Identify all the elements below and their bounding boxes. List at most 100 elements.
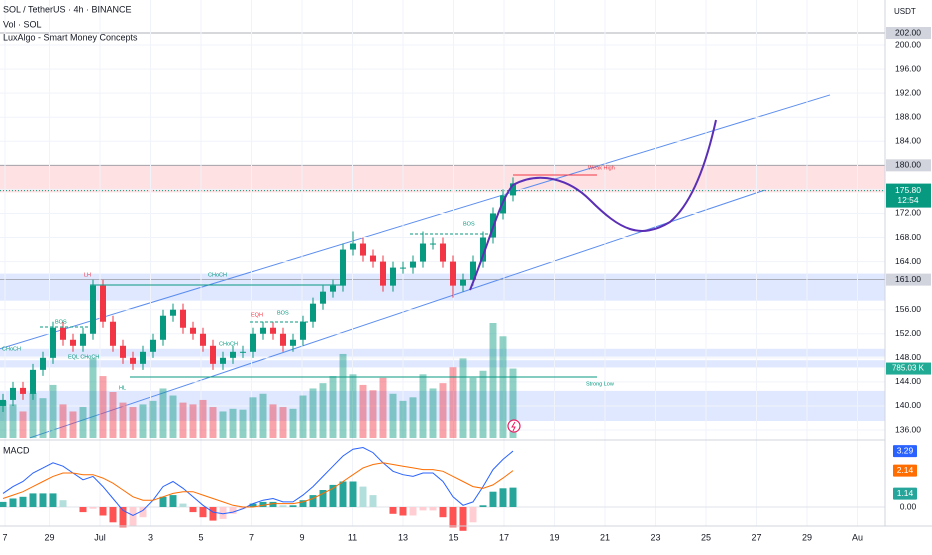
macd-histogram [449, 507, 457, 528]
x-tick-label: Au [852, 532, 863, 542]
macd-histogram [29, 493, 37, 507]
zone [0, 348, 885, 357]
candle-body [440, 243, 446, 262]
channel-line [0, 94, 831, 350]
candle-body [130, 357, 136, 364]
signal-value: 2.14 [897, 465, 914, 475]
volume-bar [169, 395, 177, 438]
macd-histogram [79, 507, 87, 513]
candle-body [410, 261, 416, 268]
macd-histogram [219, 507, 227, 519]
level-badge [886, 159, 931, 172]
candle-body [350, 243, 356, 250]
y-tick-label: 184.00 [895, 136, 921, 146]
annotation: CHoCH [208, 272, 227, 278]
x-tick-label: 19 [549, 532, 559, 542]
level-label: 180.00 [895, 160, 921, 170]
macd-histogram [89, 507, 97, 509]
volume-bar [219, 411, 227, 438]
volume-bar [459, 358, 467, 438]
volume-bar [379, 377, 387, 438]
x-tick-label: 15 [448, 532, 458, 542]
currency: USDT [894, 7, 916, 16]
candle-body [160, 315, 166, 340]
macd-histogram [499, 488, 507, 507]
candle-body [320, 291, 326, 304]
macd-line [2, 446, 514, 517]
volume-bar [109, 392, 117, 438]
macd-histogram [49, 493, 57, 507]
zone [0, 273, 885, 301]
volume-title: Vol · SOL [3, 19, 42, 29]
candle-body [340, 249, 346, 286]
last-price-badge [886, 183, 931, 208]
y-tick-label: 148.00 [895, 352, 921, 362]
volume-bar [299, 395, 307, 438]
y-tick-label: 164.00 [895, 256, 921, 266]
x-tick-label: 23 [650, 532, 660, 542]
y-tick-label: 140.00 [895, 400, 921, 410]
volume-bar [59, 404, 67, 438]
volume [0, 323, 517, 438]
macd-histogram [329, 484, 337, 507]
x-tick-label: 29 [44, 532, 54, 542]
y-tick-label: 172.00 [895, 208, 921, 218]
candle-body [280, 333, 286, 346]
candle-body [240, 351, 246, 353]
level-label: 202.00 [895, 27, 921, 37]
volume-bar [479, 370, 487, 438]
volume-bar [409, 397, 417, 438]
volume-bar [209, 407, 217, 438]
volume-bar [509, 368, 517, 438]
x-tick-label: 7 [249, 532, 254, 542]
macd-histogram [239, 507, 247, 509]
volume-bar [489, 323, 497, 438]
signal-line [2, 462, 514, 508]
volume-bar [0, 400, 7, 438]
candle-body [180, 309, 186, 328]
candle-body [50, 327, 56, 358]
candle-body [170, 309, 176, 316]
grid [0, 0, 885, 526]
volume-bar [439, 383, 447, 438]
candle-body [450, 261, 456, 286]
volume-bar [259, 393, 267, 438]
event-icon[interactable] [507, 419, 521, 433]
volume-bar [389, 393, 397, 438]
annotation: BOS [55, 319, 67, 325]
macd-histogram [489, 491, 497, 507]
annotation: BOS [463, 221, 475, 227]
volume-bar [349, 374, 357, 438]
candle-body [420, 243, 426, 262]
volume-bar [9, 404, 17, 438]
x-tick-label: 17 [499, 532, 509, 542]
candle-body [60, 327, 66, 340]
macd-histogram [469, 507, 477, 523]
macd-histogram [59, 500, 67, 507]
volume-bar [449, 367, 457, 438]
candle-body [230, 351, 236, 358]
volume-bar [69, 411, 77, 438]
signal-badge [893, 464, 917, 477]
candle-body [390, 267, 396, 286]
macd-histogram [419, 507, 427, 511]
annotation: EQH [251, 312, 263, 318]
histogram-value: 1.14 [897, 488, 914, 498]
candle-body [210, 345, 216, 364]
candle-body [470, 261, 476, 280]
volume-bar [179, 402, 187, 438]
macd-histogram [369, 495, 377, 507]
axis-labels: 200.00196.00192.00188.00184.00176.00172.… [2, 27, 931, 542]
macd-histogram [129, 507, 137, 526]
candle-body [90, 285, 96, 334]
y-tick-label: 168.00 [895, 232, 921, 242]
annotation: CHoCH [2, 346, 21, 352]
volume-bar [39, 398, 47, 438]
macd-histogram [179, 503, 187, 507]
annotation: BOS [277, 310, 289, 316]
macd-histogram [199, 507, 207, 518]
candle-body [200, 333, 206, 346]
candle-body [290, 339, 296, 346]
